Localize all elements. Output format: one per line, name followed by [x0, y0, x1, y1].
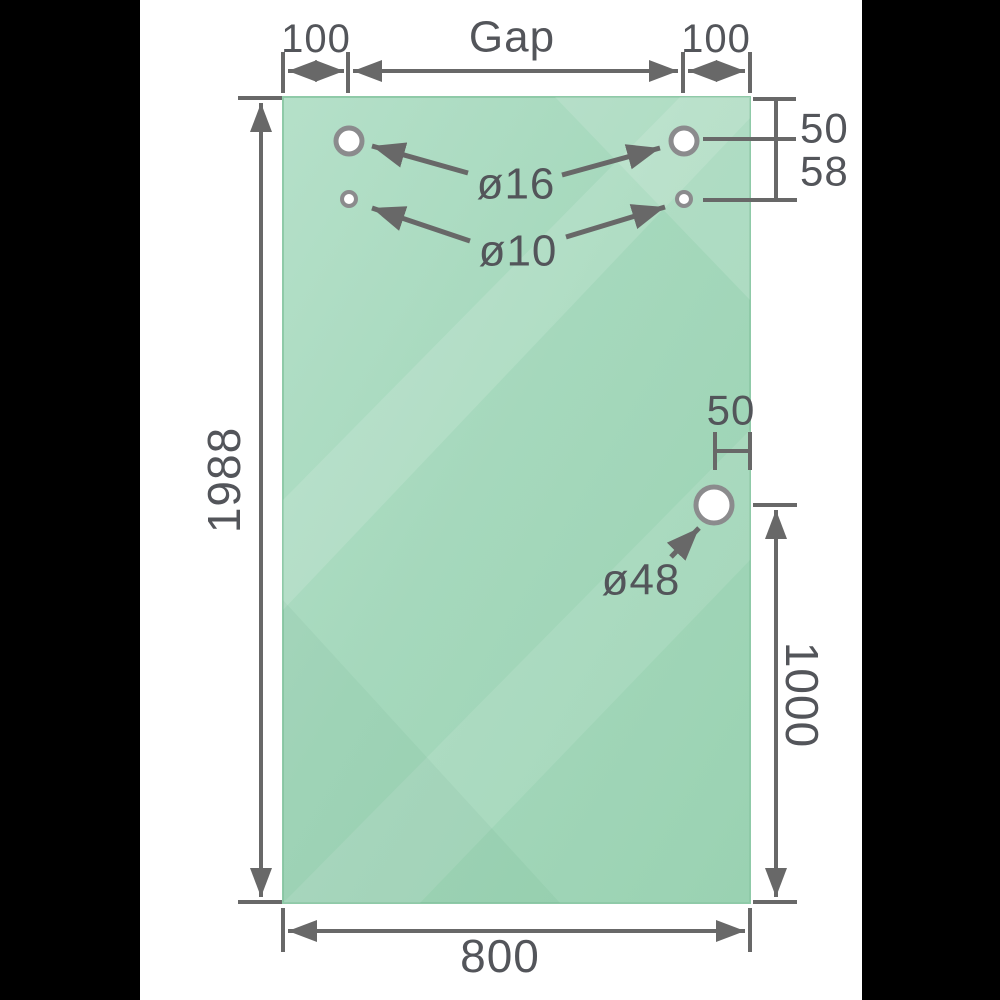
label-hole-o10: ø10	[479, 227, 558, 276]
hole-10-right	[675, 190, 693, 208]
dim-top: 100 Gap 100	[281, 13, 752, 93]
hole-16-left	[333, 125, 365, 157]
label-round-hole-height-1000: 1000	[776, 642, 828, 748]
label-width-800: 800	[460, 930, 540, 982]
dim-left-height: 1988	[198, 96, 282, 904]
leaders: ø16 ø10 ø48	[371, 142, 701, 605]
leader-o16-left	[371, 142, 469, 176]
dim-round-hole-offset: 50	[707, 387, 756, 470]
glass-sheen	[283, 97, 750, 903]
label-hole-o48: ø48	[602, 556, 681, 605]
letterbox-left	[0, 0, 140, 1000]
label-edge-offset-50: 50	[707, 387, 756, 434]
label-top-left-100: 100	[281, 17, 351, 61]
dim-bottom-width: 800	[281, 908, 752, 982]
glass-panel	[282, 96, 751, 904]
label-hole-spacing-58: 58	[800, 148, 849, 195]
label-top-right-100: 100	[681, 17, 751, 61]
letterbox-right	[862, 0, 1000, 1000]
label-top-offset-50: 50	[800, 105, 849, 152]
leader-o16-right	[561, 144, 661, 178]
hole-48-round	[693, 484, 735, 526]
dim-right-top: 50 58	[703, 97, 849, 202]
hole-10-left	[340, 190, 358, 208]
leader-o48	[666, 526, 701, 561]
label-gap: Gap	[469, 13, 555, 62]
leader-o10-right	[565, 204, 666, 240]
label-height-1988: 1988	[198, 427, 250, 533]
label-hole-o16: ø16	[477, 160, 556, 209]
dim-right-height: 1000	[753, 503, 828, 904]
leader-o10-left	[371, 205, 471, 244]
hole-16-right	[668, 125, 700, 157]
